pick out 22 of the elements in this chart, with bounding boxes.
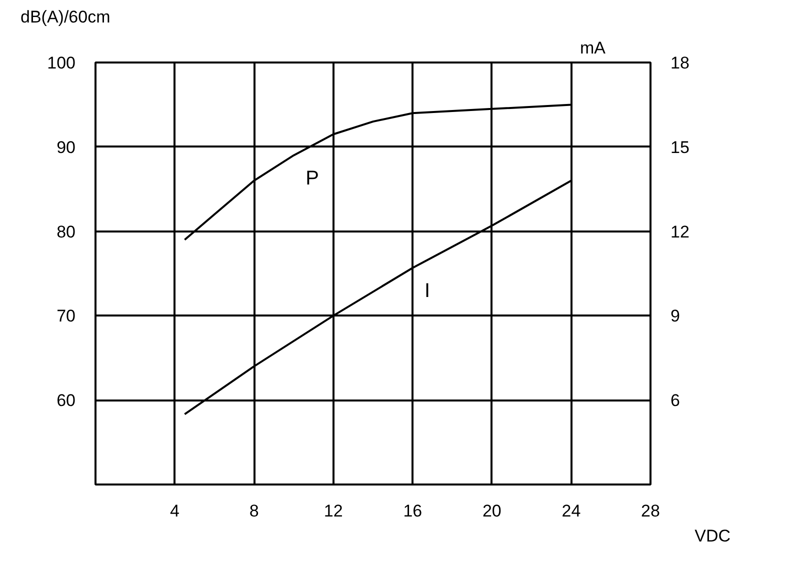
x-tick-label: 28 [641, 502, 660, 520]
y2-tick-label: 9 [670, 306, 680, 326]
y-axis-title: dB(A)/60cm [20, 8, 110, 26]
x-axis-title: VDC [694, 526, 731, 546]
y-tick-label: 80 [56, 222, 76, 242]
x-tick-label: 4 [170, 502, 180, 520]
x-tick-label: 16 [403, 502, 422, 520]
y2-tick-label: 12 [670, 222, 690, 242]
x-tick-label: 20 [482, 502, 502, 520]
y2-tick-label: 18 [670, 54, 690, 72]
y2-axis-title: mA [580, 38, 606, 58]
y-tick-label: 70 [56, 306, 76, 326]
series-label: I [424, 280, 430, 302]
y2-tick-label: 6 [670, 391, 680, 410]
y-tick-label: 60 [56, 391, 76, 410]
y2-tick-label: 15 [670, 138, 690, 157]
x-tick-label: 24 [562, 502, 581, 520]
y-tick-label: 90 [56, 138, 76, 157]
series-label: P [306, 167, 319, 190]
y-tick-label: 100 [47, 54, 76, 72]
x-tick-label: 8 [249, 502, 259, 520]
x-tick-label: 12 [324, 502, 343, 520]
